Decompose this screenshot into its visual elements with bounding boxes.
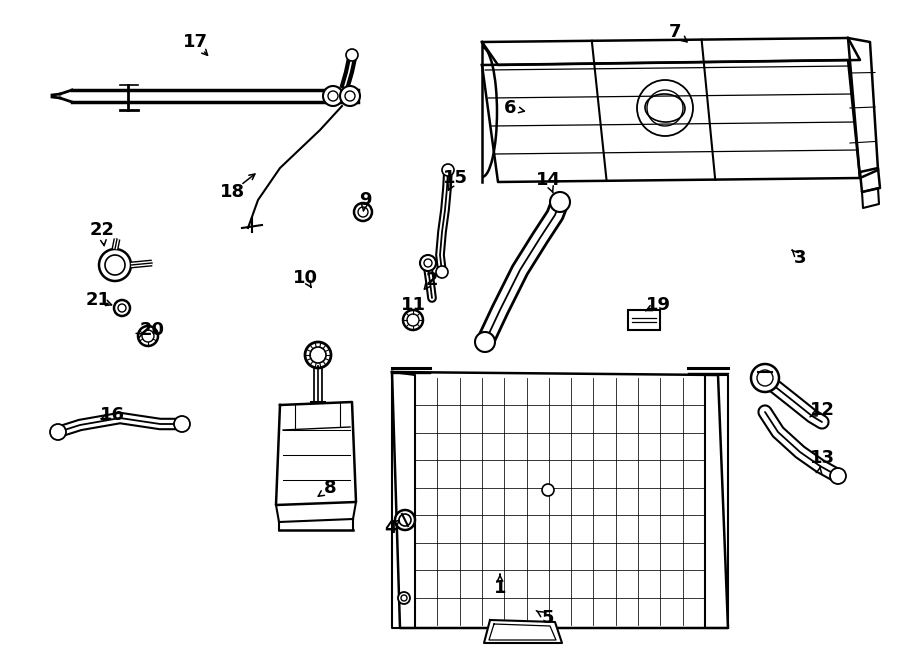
Text: 18: 18 bbox=[220, 183, 245, 201]
Text: 9: 9 bbox=[359, 191, 371, 209]
Circle shape bbox=[436, 266, 448, 278]
Text: 12: 12 bbox=[809, 401, 834, 419]
Text: 19: 19 bbox=[645, 296, 670, 314]
Circle shape bbox=[354, 203, 372, 221]
Polygon shape bbox=[848, 38, 878, 178]
Text: 8: 8 bbox=[324, 479, 337, 497]
Circle shape bbox=[830, 468, 846, 484]
Circle shape bbox=[114, 300, 130, 316]
Circle shape bbox=[442, 164, 454, 176]
Circle shape bbox=[174, 416, 190, 432]
Text: 20: 20 bbox=[140, 321, 165, 339]
Circle shape bbox=[398, 592, 410, 604]
Text: 6: 6 bbox=[504, 99, 517, 117]
Text: 15: 15 bbox=[443, 169, 467, 187]
Text: 13: 13 bbox=[809, 449, 834, 467]
Polygon shape bbox=[482, 60, 860, 182]
Circle shape bbox=[305, 342, 331, 368]
Text: 22: 22 bbox=[89, 221, 114, 239]
Circle shape bbox=[403, 310, 423, 330]
Circle shape bbox=[99, 249, 131, 281]
Circle shape bbox=[751, 364, 779, 392]
Polygon shape bbox=[862, 188, 879, 208]
Circle shape bbox=[475, 332, 495, 352]
Circle shape bbox=[346, 49, 358, 61]
Circle shape bbox=[340, 86, 360, 106]
Text: 16: 16 bbox=[100, 406, 124, 424]
Text: 3: 3 bbox=[794, 249, 806, 267]
Circle shape bbox=[323, 86, 343, 106]
Text: 21: 21 bbox=[86, 291, 111, 309]
Bar bbox=[628, 310, 660, 330]
Polygon shape bbox=[392, 372, 728, 628]
Polygon shape bbox=[276, 402, 356, 505]
Text: 7: 7 bbox=[669, 23, 681, 41]
Circle shape bbox=[550, 192, 570, 212]
Polygon shape bbox=[482, 38, 860, 65]
Text: 2: 2 bbox=[426, 271, 438, 289]
Circle shape bbox=[420, 255, 436, 271]
Text: 14: 14 bbox=[536, 171, 561, 189]
Circle shape bbox=[395, 510, 415, 530]
Text: 10: 10 bbox=[292, 269, 318, 287]
Circle shape bbox=[138, 326, 158, 346]
Circle shape bbox=[542, 484, 554, 496]
Text: 17: 17 bbox=[183, 33, 208, 51]
Text: 5: 5 bbox=[542, 609, 554, 627]
Text: 11: 11 bbox=[400, 296, 426, 314]
Polygon shape bbox=[860, 168, 880, 192]
Text: 4: 4 bbox=[383, 519, 396, 537]
Polygon shape bbox=[484, 620, 562, 643]
Circle shape bbox=[50, 424, 66, 440]
Text: 1: 1 bbox=[494, 579, 506, 597]
Circle shape bbox=[637, 80, 693, 136]
